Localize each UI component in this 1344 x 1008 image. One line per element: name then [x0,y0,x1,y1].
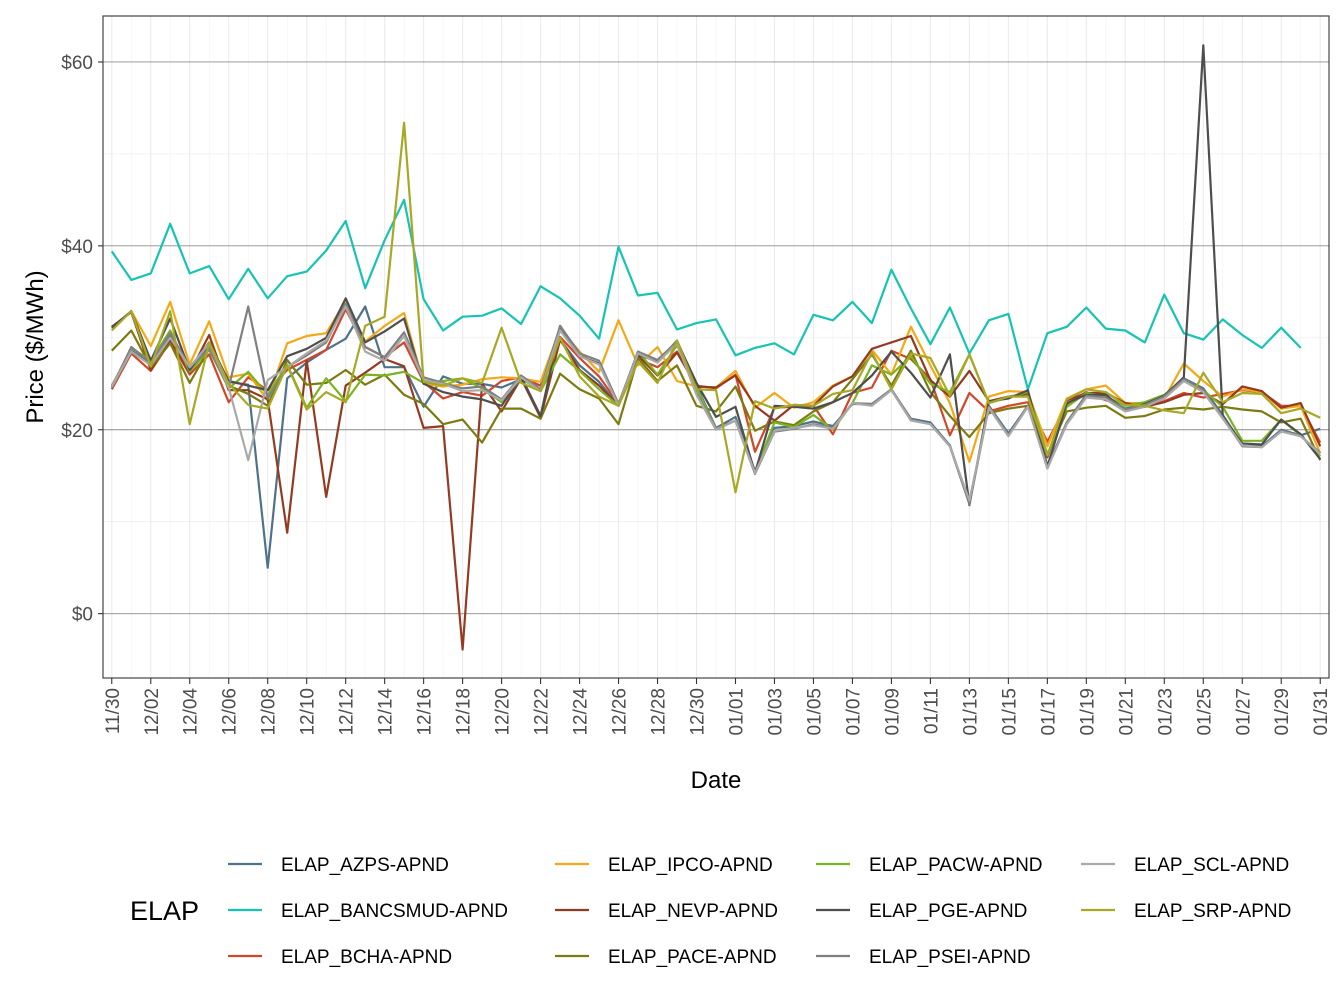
x-tick-label: 12/14 [376,688,397,736]
x-axis-title: Date [691,767,742,794]
x-tick-label: 01/17 [1038,688,1059,736]
x-tick-label: 11/30 [103,688,124,734]
x-tick-label: 12/04 [181,688,202,736]
legend-label: ELAP_SCL-APND [1134,855,1289,876]
series-line [110,198,1302,391]
x-axis: 11/30 12/02 12/04 12/06 12/08 12/10 12/12 12/14… [103,678,1332,736]
legend: ELAP ELAP_AZPS-APND ELAP_BANCSMUD-APND ELA… [130,855,1291,968]
legend-label: ELAP_BCHA-APND [281,947,452,968]
legend-label: ELAP_NEVP-APND [608,901,778,922]
legend-label: ELAP_BANCSMUD-APND [281,901,508,922]
series-lines [110,44,1322,651]
x-tick-label: 12/10 [298,688,319,736]
x-tick-label: 01/25 [1194,688,1215,736]
legend-label: ELAP_AZPS-APND [281,855,449,876]
x-tick-label: 01/13 [960,688,981,736]
x-tick-label: 01/27 [1233,688,1254,736]
x-tick-label: 01/23 [1155,688,1176,736]
x-tick-label: 12/20 [493,688,514,736]
x-tick-label: 12/06 [220,688,241,736]
x-tick-label: 12/18 [454,688,475,736]
series-line [111,329,1322,461]
x-tick-label: 01/15 [999,688,1020,736]
major-grid [103,16,1329,678]
x-tick-label: 01/31 [1311,688,1332,736]
panel-border [102,15,1330,679]
legend-label: ELAP_PACE-APND [608,947,777,968]
x-tick-label: 12/28 [649,688,670,736]
x-tick-label: 01/03 [765,688,786,736]
x-tick-label: 01/07 [843,688,864,736]
x-tick-label: 01/21 [1116,688,1137,736]
legend-label: ELAP_PGE-APND [869,901,1027,922]
x-tick-label: 01/29 [1272,688,1293,736]
x-tick-label: 12/22 [532,688,553,736]
x-tick-label: 01/01 [726,688,747,736]
x-tick-label: 12/16 [415,688,436,736]
x-tick-label: 12/26 [610,688,631,736]
legend-label: ELAP_SRP-APND [1134,901,1291,922]
x-tick-label: 12/02 [142,688,163,736]
x-tick-label: 12/08 [259,688,280,736]
series-line [111,121,1321,494]
x-tick-label: 01/09 [882,688,903,736]
series-line [110,305,1321,502]
legend-label: ELAP_PSEI-APND [869,947,1031,968]
y-tick-label: $40 [61,237,93,258]
x-tick-label: 12/30 [688,688,709,736]
y-axis: $0 $20 $40 $60 [61,53,103,626]
y-axis-title: Price ($/MWh) [22,270,49,423]
x-tick-label: 01/19 [1077,688,1098,736]
x-tick-label: 01/11 [921,688,942,734]
y-tick-label: $0 [72,605,93,626]
legend-label: ELAP_PACW-APND [869,855,1043,876]
legend-title: ELAP [130,896,199,926]
x-tick-label: 12/24 [571,688,592,736]
x-tick-label: 01/05 [804,688,825,736]
legend-label: ELAP_IPCO-APND [608,855,773,876]
y-tick-label: $20 [61,421,93,442]
x-tick-label: 12/12 [337,688,358,736]
y-tick-label: $60 [61,53,93,74]
